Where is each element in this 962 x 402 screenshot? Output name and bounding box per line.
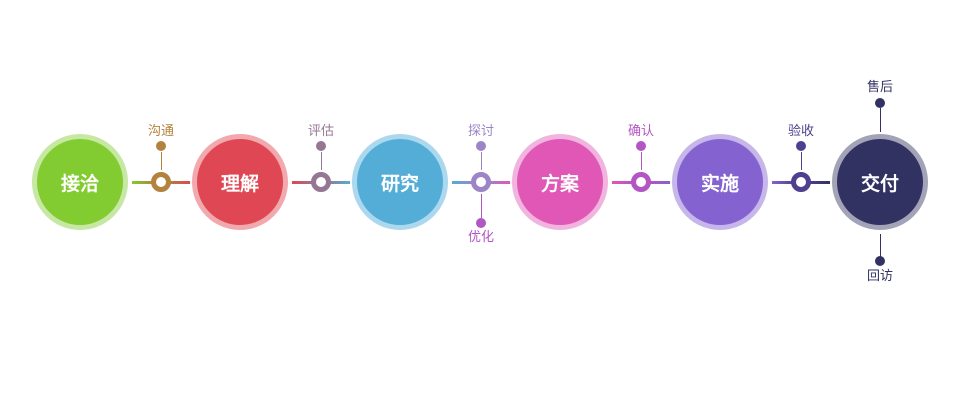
milestone-label: 评估 [307,124,334,139]
stage-label: 实施 [700,172,739,195]
stem-line [320,152,322,170]
milestone-label: 优化 [467,230,494,245]
connector-node [791,172,811,192]
milestone-label: 探讨 [467,124,494,139]
stage-circle: 理解 [192,134,288,230]
stem-line [879,234,881,258]
connector-node [471,172,491,192]
milestone-label: 沟通 [147,124,174,139]
stem-line [640,152,642,170]
stage-circle: 方案 [512,134,608,230]
milestone-dot [156,141,166,151]
stage-label: 交付 [860,172,899,195]
stage-circle: 接洽 [32,134,128,230]
milestone-dot [875,256,885,266]
stem-line [160,152,162,170]
milestone-label: 验收 [787,124,814,139]
connector-node [631,172,651,192]
stem-line [879,108,881,132]
milestone-label: 售后 [866,80,893,95]
stem-line [480,152,482,170]
milestone-dot [476,218,486,228]
stage-label: 接洽 [60,172,99,195]
stage-label: 方案 [540,172,579,195]
stage-circle: 交付 [832,134,928,230]
milestone-dot [796,141,806,151]
stem-line [480,194,482,218]
stage-label: 研究 [380,172,419,195]
stage-circle: 研究 [352,134,448,230]
connector-node [311,172,331,192]
connector-node [151,172,171,192]
stage-label: 理解 [220,172,259,195]
milestone-dot [316,141,326,151]
stem-line [800,152,802,170]
milestone-dot [476,141,486,151]
milestone-dot [875,98,885,108]
stage-circle: 实施 [672,134,768,230]
milestone-label: 回访 [866,269,893,284]
milestone-dot [636,141,646,151]
milestone-label: 确认 [627,124,654,139]
